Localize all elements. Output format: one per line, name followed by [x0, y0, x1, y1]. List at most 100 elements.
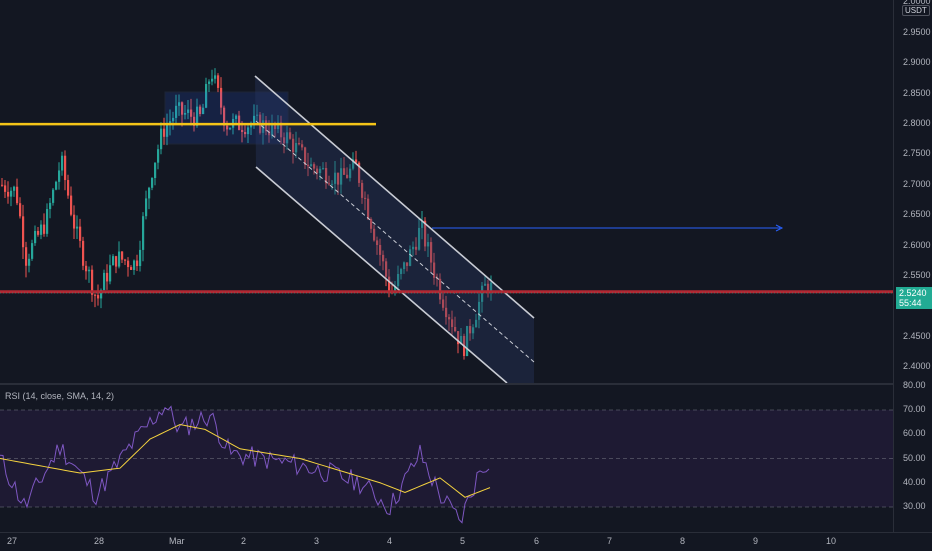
rsi-indicator-title[interactable]: RSI (14, close, SMA, 14, 2) [5, 391, 115, 401]
candle-body [70, 195, 73, 215]
candle-body [151, 177, 154, 188]
candle-body [154, 162, 157, 178]
candle-body [94, 294, 97, 296]
time-axis[interactable]: 27 28 Mar 2 3 4 5 6 7 8 9 10 [0, 532, 932, 551]
time-tick-label: 7 [607, 536, 613, 546]
rsi-tick-label: 40.00 [903, 476, 926, 487]
price-tick-label: 2.9500 [903, 27, 931, 37]
candle-body [409, 249, 412, 266]
candle-body [196, 106, 199, 126]
candle-body [475, 319, 478, 328]
candle-body [274, 123, 277, 130]
channel-upper-line [254, 75, 535, 319]
rsi-tick-label: 50.00 [903, 452, 926, 463]
time-tick-label: 4 [387, 536, 393, 546]
candle-body [448, 317, 451, 320]
candle-body [82, 240, 85, 266]
candle-body [244, 132, 247, 135]
candle-body [121, 251, 124, 260]
candle-body [334, 172, 337, 184]
candle-body [454, 326, 457, 332]
candle-body [310, 164, 313, 167]
candle-body [346, 174, 349, 178]
candle-body [280, 122, 283, 138]
price-axis[interactable]: 2.9500 2.9000 2.8500 2.8000 2.7500 2.7000 2.65… [893, 0, 932, 532]
candle-body [358, 162, 361, 183]
candle-body [52, 189, 55, 203]
candle-body [127, 260, 130, 268]
candle-body [202, 107, 205, 115]
candle-body [85, 265, 88, 272]
candle-body [205, 83, 208, 108]
candle-body [298, 142, 301, 145]
candle-body [28, 258, 31, 266]
drawings-layer[interactable] [0, 75, 893, 384]
rsi-layer [0, 405, 893, 524]
candle-body [256, 114, 259, 116]
candle-body [25, 247, 28, 266]
candle-body [328, 183, 331, 185]
candle-body [247, 127, 250, 135]
candle-body [61, 155, 64, 171]
candle-body [79, 226, 82, 241]
channel-fill [255, 76, 534, 383]
candle-body [379, 244, 382, 255]
candle-body [319, 168, 322, 174]
candle-body [289, 132, 292, 139]
candle-body [142, 216, 145, 250]
candle-body [211, 78, 214, 82]
time-tick-label: 5 [460, 536, 466, 546]
quote-currency-label[interactable]: USDT [902, 5, 930, 16]
candle-body [67, 180, 70, 196]
candle-body [238, 115, 241, 130]
time-tick-label: 28 [94, 536, 105, 546]
price-tick-label: 2.4500 [903, 330, 931, 341]
candle-body [136, 260, 139, 267]
candle-body [376, 240, 379, 245]
candle-body [184, 112, 187, 115]
candle-body [148, 187, 151, 199]
time-tick-label: 10 [826, 536, 837, 546]
candle-body [394, 286, 397, 293]
candle-body [241, 129, 244, 133]
candle-body [88, 269, 91, 272]
pane-separator[interactable] [0, 383, 932, 385]
candle-body [160, 128, 163, 150]
candle-body [7, 191, 10, 197]
candle-body [403, 262, 406, 270]
candle-body [271, 123, 274, 136]
candle-body [37, 230, 40, 235]
candle-body [424, 220, 427, 247]
candle-body [445, 307, 448, 318]
rsi-tick-label: 30.00 [903, 501, 926, 511]
time-tick-label: 27 [7, 536, 18, 546]
candle-body [385, 261, 388, 277]
time-tick-label: 2 [241, 536, 247, 546]
candle-body [322, 168, 325, 170]
candle-body [364, 197, 367, 199]
candle-body [343, 168, 346, 175]
candle-body [397, 274, 400, 287]
candle-body [304, 147, 307, 165]
time-tick-label: 3 [314, 536, 320, 546]
candle-body [283, 137, 286, 144]
candle-body [46, 209, 49, 234]
candle-body [235, 115, 238, 119]
candle-body [145, 198, 148, 217]
arrow-head [775, 224, 784, 232]
candle-body [217, 75, 220, 88]
candle-body [430, 242, 433, 263]
candle-body [307, 164, 310, 167]
candle-body [19, 203, 22, 217]
candle-body [163, 128, 166, 137]
candle-body [4, 185, 7, 192]
candle-body [286, 132, 289, 144]
candle-body [34, 230, 37, 244]
candles-layer [1, 68, 493, 360]
candle-body [73, 214, 76, 229]
rsi-line [0, 405, 490, 524]
candle-body [268, 131, 271, 136]
candle-body [295, 142, 298, 153]
candle-body [472, 327, 475, 334]
